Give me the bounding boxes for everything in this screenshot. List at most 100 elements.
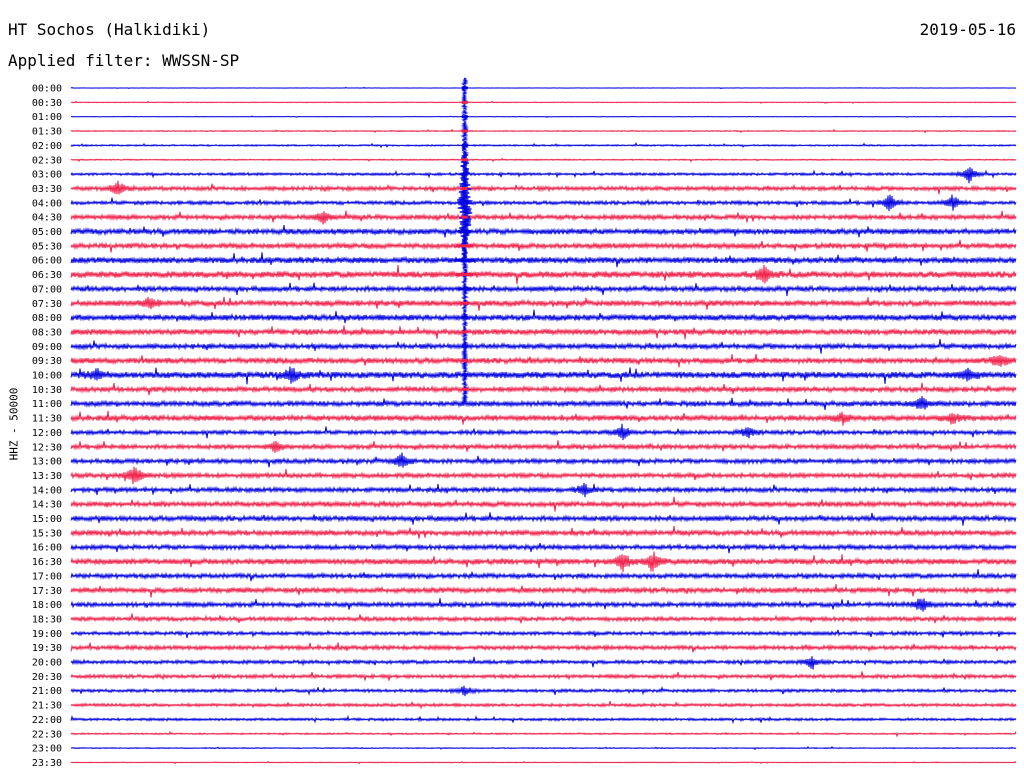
tick-label: 05:30 <box>32 241 62 252</box>
trace-line <box>70 410 1017 426</box>
tick-label: 10:00 <box>32 371 62 382</box>
trace-line <box>70 264 1017 285</box>
earthquake-burst <box>461 158 468 162</box>
tick-label: 08:30 <box>32 327 62 338</box>
earthquake-burst <box>461 330 468 334</box>
tick-label: 20:30 <box>32 672 62 683</box>
trace-line <box>70 598 1017 612</box>
tick-label: 14:00 <box>32 485 62 496</box>
earthquake-burst <box>461 115 468 119</box>
earthquake-burst <box>461 344 468 348</box>
tick-label: 19:00 <box>32 629 62 640</box>
trace-line <box>70 382 1017 396</box>
trace-line <box>70 309 1017 324</box>
tick-label: 12:30 <box>32 442 62 453</box>
trace-line <box>70 239 1017 253</box>
trace-line <box>70 656 1017 670</box>
tick-label: 19:30 <box>32 643 62 654</box>
trace-line <box>70 671 1017 681</box>
earthquake-burst <box>461 86 468 90</box>
trace-line <box>70 115 1017 118</box>
tick-label: 22:30 <box>32 729 62 740</box>
tick-label: 18:00 <box>32 600 62 611</box>
trace-line <box>70 685 1017 697</box>
tick-label: 16:00 <box>32 543 62 554</box>
tick-label: 18:30 <box>32 614 62 625</box>
tick-label: 11:00 <box>32 399 62 410</box>
tick-label: 22:00 <box>32 715 62 726</box>
tick-label: 14:30 <box>32 500 62 511</box>
trace-line <box>70 714 1017 725</box>
trace-line <box>70 629 1017 639</box>
tick-label: 09:30 <box>32 356 62 367</box>
trace-line <box>70 466 1017 485</box>
tick-label: 23:30 <box>32 758 62 769</box>
tick-label: 12:00 <box>32 428 62 439</box>
earthquake-trace <box>456 77 473 404</box>
earthquake-burst <box>459 301 470 305</box>
earthquake-burst <box>461 373 468 377</box>
trace-line <box>70 730 1017 738</box>
tick-label: 07:00 <box>32 284 62 295</box>
trace-line <box>70 282 1017 297</box>
tick-label: 01:30 <box>32 127 62 138</box>
trace-line <box>70 157 1017 163</box>
earthquake-burst <box>461 143 468 147</box>
trace-line <box>70 100 1017 105</box>
trace-line <box>70 613 1017 624</box>
tick-label: 23:00 <box>32 744 62 755</box>
trace-line <box>70 423 1017 441</box>
trace-line <box>70 142 1017 149</box>
trace-line <box>70 745 1017 751</box>
trace-line <box>70 180 1017 195</box>
earthquake-burst <box>461 186 468 190</box>
trace-line <box>70 296 1017 311</box>
tick-label: 08:00 <box>32 313 62 324</box>
earthquake-burst <box>454 258 475 262</box>
earthquake-burst <box>461 387 468 391</box>
earthquake-burst <box>461 215 468 219</box>
tick-label: 01:00 <box>32 112 62 123</box>
trace-line <box>70 760 1017 765</box>
earthquake-burst <box>461 201 468 205</box>
trace-line <box>70 700 1017 710</box>
tick-label: 07:30 <box>32 299 62 310</box>
tick-label: 06:00 <box>32 256 62 267</box>
trace-line <box>70 366 1017 385</box>
tick-label: 17:30 <box>32 586 62 597</box>
tick-label: 16:30 <box>32 557 62 568</box>
earthquake-burst <box>455 273 474 277</box>
tick-label: 05:00 <box>32 227 62 238</box>
earthquake-burst <box>455 244 474 248</box>
tick-label: 09:00 <box>32 342 62 353</box>
trace-line <box>70 338 1017 354</box>
tick-label: 03:00 <box>32 170 62 181</box>
trace-line <box>70 252 1017 268</box>
tick-label: 20:00 <box>32 658 62 669</box>
trace-line <box>70 512 1017 526</box>
earthquake-burst <box>461 359 468 363</box>
trace-line <box>70 396 1017 410</box>
trace-line <box>70 584 1017 598</box>
trace-line <box>70 225 1017 238</box>
tick-label: 13:00 <box>32 457 62 468</box>
trace-line <box>70 642 1017 653</box>
earthquake-burst <box>461 100 468 104</box>
filter-label: Applied filter: WWSSN-SP <box>8 51 240 70</box>
earthquake-burst <box>461 172 468 176</box>
tick-label: 10:30 <box>32 385 62 396</box>
trace-line <box>70 569 1017 582</box>
tick-label: 21:30 <box>32 701 62 712</box>
tick-label: 03:30 <box>32 184 62 195</box>
tick-label: 04:30 <box>32 213 62 224</box>
trace-line <box>70 525 1017 539</box>
trace-line <box>70 551 1017 572</box>
tick-label: 00:00 <box>32 84 62 95</box>
trace-line <box>70 496 1017 512</box>
tick-label: 02:30 <box>32 155 62 166</box>
tick-label: 11:30 <box>32 414 62 425</box>
tick-label: 15:30 <box>32 528 62 539</box>
trace-line <box>70 210 1017 225</box>
earthquake-burst <box>458 230 472 233</box>
